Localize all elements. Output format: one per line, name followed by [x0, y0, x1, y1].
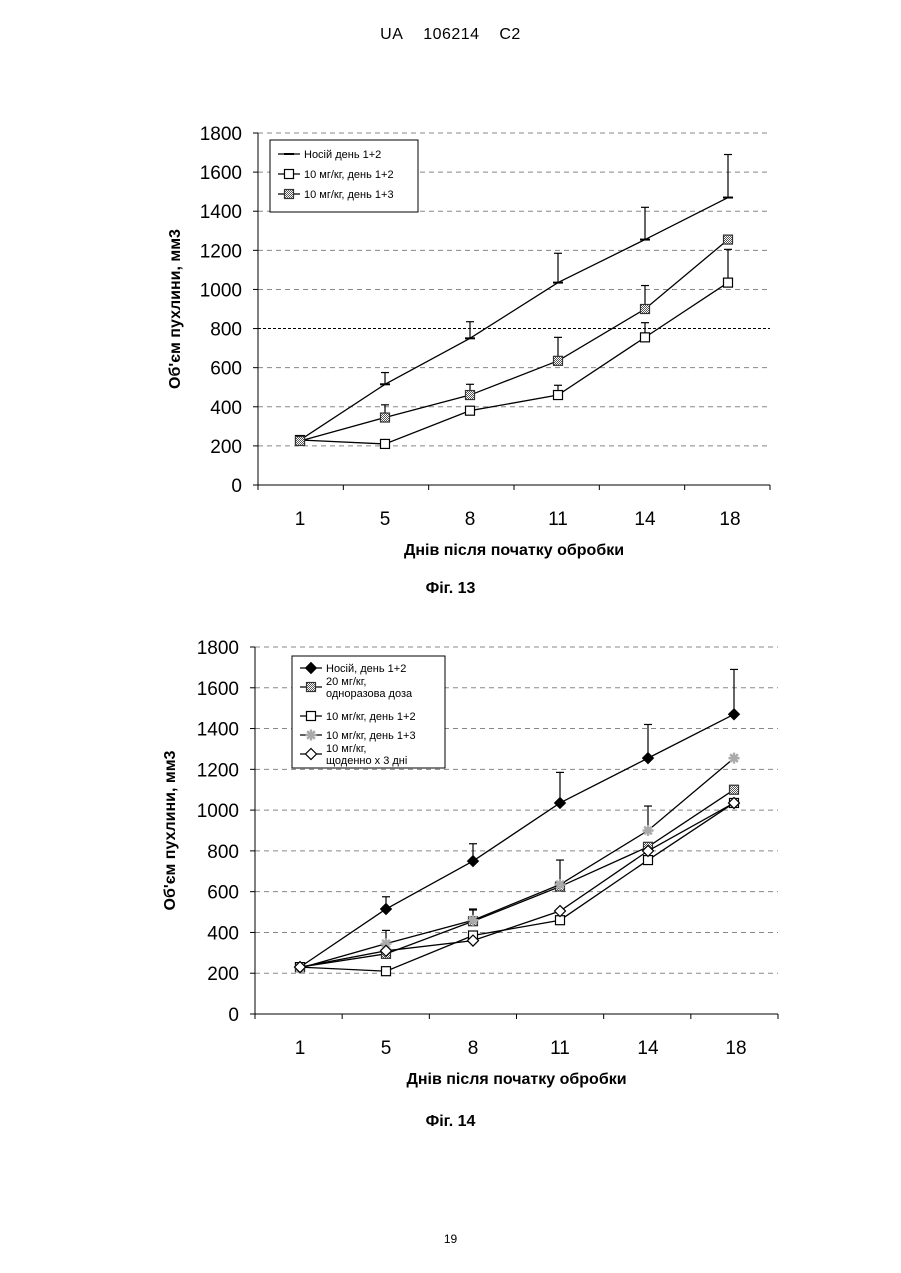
data-point: [643, 753, 654, 764]
y-axis-title: Об'єм пухлини, мм3: [162, 750, 179, 910]
x-axis-title: Днів після початку обробки: [404, 542, 624, 559]
series-1: [296, 249, 733, 448]
data-point: [468, 856, 479, 867]
legend-marker: [285, 190, 294, 199]
y-tick-label: 800: [210, 320, 242, 341]
x-tick-label: 18: [719, 509, 740, 530]
data-point: [555, 879, 566, 890]
legend-label: Носій, день 1+2: [326, 663, 406, 675]
x-tick-label: 14: [634, 509, 656, 530]
figure-14-caption: Фіг. 14: [0, 1113, 901, 1131]
y-axis-title: Об'єм пухлини, мм3: [167, 229, 184, 389]
data-point: [555, 906, 566, 917]
series-line: [300, 240, 728, 441]
data-point: [724, 278, 733, 287]
y-tick-label: 200: [207, 964, 239, 985]
series-2: [296, 235, 733, 445]
data-point: [382, 967, 391, 976]
data-point: [468, 915, 479, 926]
series-3: [295, 753, 740, 974]
legend-label: 10 мг/кг,: [326, 743, 366, 755]
data-point: [296, 437, 305, 446]
legend-marker: [307, 683, 316, 692]
chart-fig13: 0 200 400 600 800 1000 1200 1400 1600 1800 1 5 8 11 14…: [0, 110, 901, 580]
x-tick-label: 11: [550, 1038, 570, 1059]
series-1: [296, 785, 739, 971]
series-line: [300, 790, 734, 967]
y-tick-label: 1200: [200, 241, 242, 262]
data-point: [554, 356, 563, 365]
y-tick-label: 1600: [197, 679, 239, 700]
patent-number: 106214: [423, 26, 479, 43]
patent-kind: C2: [499, 26, 520, 43]
legend-marker: [306, 730, 317, 741]
data-point: [555, 797, 566, 808]
y-tick-label: 200: [210, 437, 242, 458]
data-point: [554, 391, 563, 400]
legend: Носій день 1+2 10 мг/кг, день 1+2 10 мг/кг…: [270, 140, 418, 212]
chart-fig14: 0 200 400 600 800 1000 1200 1400 1600 1800 1 5 8 11 14…: [0, 630, 901, 1095]
data-point: [466, 406, 475, 415]
legend-label: Носій день 1+2: [304, 149, 381, 161]
x-tick-label: 1: [295, 1038, 306, 1059]
page-number: 19: [0, 1232, 901, 1246]
y-tick-label: 1600: [200, 163, 242, 184]
legend-marker: [307, 712, 316, 721]
series-line: [300, 198, 728, 440]
series-4: [295, 797, 740, 972]
legend-label: 20 мг/кг,: [326, 676, 366, 688]
data-point: [641, 305, 650, 314]
y-tick-label: 0: [228, 1005, 239, 1026]
y-tick-label: 1800: [200, 124, 242, 145]
y-tick-label: 1400: [197, 720, 239, 741]
legend-label: 10 мг/кг, день 1+3: [326, 730, 416, 742]
x-tick-label: 5: [380, 509, 391, 530]
data-point: [643, 825, 654, 836]
series-2: [296, 798, 739, 975]
data-point: [724, 235, 733, 244]
series-line: [300, 803, 734, 967]
patent-header: UA 106214 C2: [0, 26, 901, 44]
y-tick-label: 600: [207, 883, 239, 904]
data-point: [381, 413, 390, 422]
y-tick-label: 600: [210, 359, 242, 380]
x-tick-label: 5: [381, 1038, 392, 1059]
y-tick-label: 400: [210, 398, 242, 419]
x-axis-title: Днів після початку обробки: [406, 1071, 626, 1088]
y-tick-label: 0: [231, 476, 242, 497]
series-line: [300, 283, 728, 444]
x-tick-label: 8: [465, 509, 476, 530]
x-tick-label: 8: [468, 1038, 479, 1059]
y-tick-label: 400: [207, 923, 239, 944]
patent-office-code: UA: [380, 26, 403, 43]
legend-marker: [285, 170, 294, 179]
figure-13-caption: Фіг. 13: [0, 580, 901, 598]
series-line: [300, 803, 734, 971]
series-line: [300, 758, 734, 968]
data-point: [730, 785, 739, 794]
legend: Носій, день 1+220 мг/кг,одноразова доза 1…: [292, 656, 445, 768]
legend-label: 10 мг/кг, день 1+3: [304, 189, 394, 201]
x-tick-label: 18: [725, 1038, 746, 1059]
x-tick-label: 1: [295, 509, 306, 530]
data-point: [381, 903, 392, 914]
legend-label: щоденно х 3 дні: [326, 755, 407, 767]
legend-label: одноразова доза: [326, 688, 413, 700]
legend-label: 10 мг/кг, день 1+2: [304, 169, 394, 181]
legend-label: 10 мг/кг, день 1+2: [326, 711, 416, 723]
y-tick-label: 1000: [197, 801, 239, 822]
x-tick-label: 14: [637, 1038, 659, 1059]
data-point: [641, 333, 650, 342]
y-tick-label: 1000: [200, 280, 242, 301]
data-point: [729, 753, 740, 764]
data-point: [466, 391, 475, 400]
x-tick-label: 11: [548, 509, 568, 530]
y-tick-label: 1800: [197, 638, 239, 659]
data-point: [381, 439, 390, 448]
y-tick-label: 800: [207, 842, 239, 863]
y-tick-label: 1400: [200, 202, 242, 223]
y-tick-label: 1200: [197, 760, 239, 781]
data-point: [729, 709, 740, 720]
